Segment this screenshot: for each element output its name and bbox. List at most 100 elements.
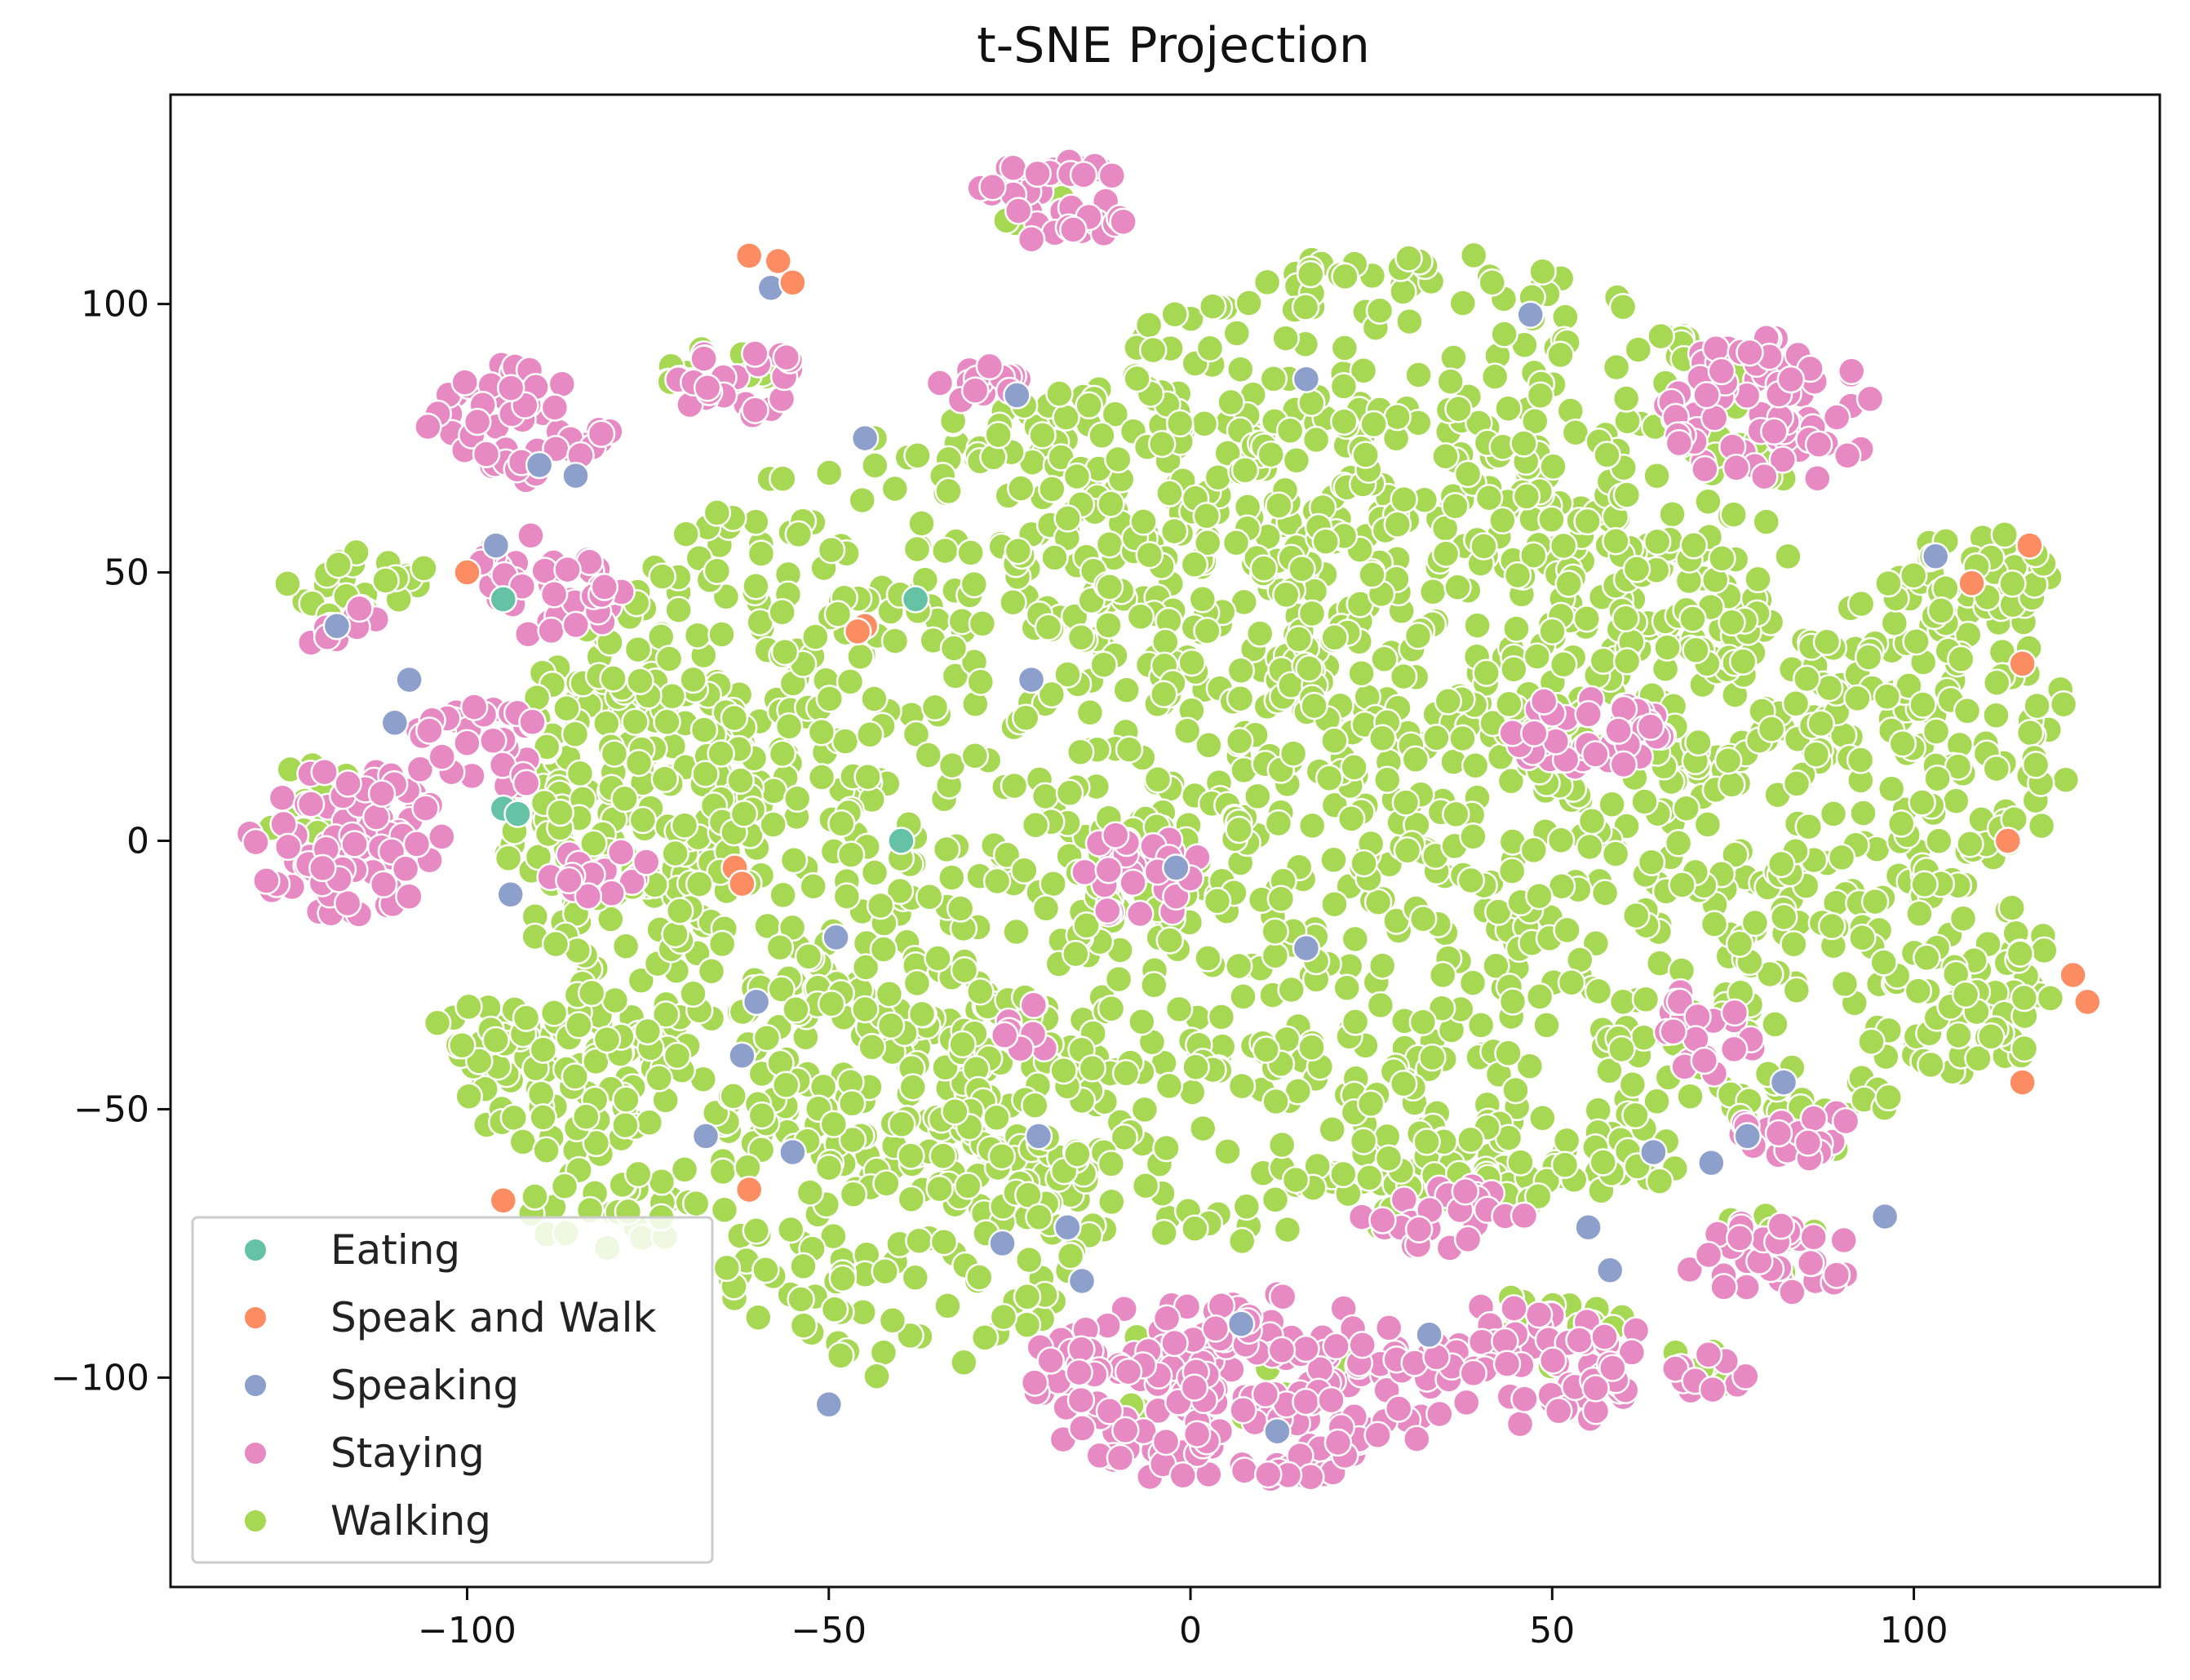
point-walking	[1151, 627, 1180, 656]
point-staying	[1768, 445, 1798, 474]
point-walking	[1066, 738, 1095, 766]
point-walking	[1189, 1114, 1217, 1143]
point-staying	[391, 854, 420, 884]
point-staying	[1390, 1186, 1419, 1214]
point-staying	[561, 610, 591, 640]
point-walking	[1227, 1071, 1257, 1101]
point-walking	[970, 1323, 1000, 1352]
point-staying	[1267, 1336, 1297, 1365]
point-walking	[839, 1180, 868, 1208]
point-walking	[1443, 573, 1472, 601]
point-walking	[1923, 764, 1952, 793]
point-staying	[1524, 1300, 1554, 1329]
point-walking	[1366, 991, 1395, 1020]
point-staying	[1020, 1368, 1049, 1397]
point-staying	[516, 521, 545, 550]
point-staying	[1750, 462, 1779, 491]
point-staying	[1111, 1416, 1140, 1445]
point-speaking	[1017, 665, 1046, 694]
point-walking	[670, 811, 699, 840]
point-walking	[1330, 334, 1359, 362]
point-walking	[1624, 335, 1653, 364]
point-walking	[1459, 241, 1488, 270]
point-walking	[1277, 975, 1306, 1004]
point-staying	[540, 393, 570, 422]
point-walking	[1552, 1126, 1581, 1155]
point-speak-and-walk	[734, 242, 764, 270]
point-walking	[1512, 482, 1541, 511]
point-walking	[1391, 788, 1421, 817]
point-walking	[1917, 1050, 1945, 1079]
point-speaking	[814, 1390, 844, 1419]
point-walking	[888, 1110, 916, 1139]
point-walking	[1155, 1071, 1184, 1101]
y-axis: −100 −50 0 50 100	[51, 284, 171, 1399]
point-walking	[1500, 655, 1528, 684]
point-walking	[1034, 613, 1063, 641]
point-walking	[1227, 1226, 1257, 1256]
point-walking	[1684, 728, 1713, 757]
point-walking	[866, 891, 895, 920]
point-speaking	[850, 423, 880, 453]
x-tick-label: 100	[1880, 1610, 1948, 1651]
point-walking	[907, 509, 936, 538]
point-walking	[1226, 656, 1256, 685]
point-walking	[1356, 1089, 1385, 1119]
point-staying	[975, 352, 1004, 381]
point-walking	[1275, 416, 1305, 445]
point-speaking	[1003, 381, 1031, 410]
point-walking	[661, 920, 689, 949]
point-staying	[1565, 1326, 1594, 1354]
point-walking	[1056, 1242, 1085, 1270]
point-staying	[1617, 1338, 1647, 1367]
point-speak-and-walk	[843, 617, 872, 646]
point-staying	[606, 838, 636, 867]
point-walking	[1341, 1008, 1370, 1036]
point-walking	[623, 1159, 653, 1189]
x-tick-label: −50	[791, 1610, 867, 1651]
point-walking	[1252, 1035, 1280, 1064]
point-walking	[691, 760, 720, 788]
point-walking	[1180, 550, 1209, 579]
point-walking	[858, 1033, 886, 1062]
point-walking	[817, 989, 846, 1018]
point-walking	[1434, 687, 1463, 716]
point-walking	[989, 1302, 1018, 1332]
point-walking	[1506, 1148, 1535, 1177]
point-walking	[1374, 1144, 1403, 1172]
point-staying	[1855, 384, 1885, 414]
point-walking	[1160, 299, 1189, 329]
point-speak-and-walk	[778, 268, 807, 297]
point-walking	[1332, 973, 1361, 1003]
point-walking	[1956, 830, 1984, 858]
point-walking	[1028, 421, 1057, 450]
point-staying	[1101, 821, 1130, 849]
point-walking	[1700, 910, 1729, 938]
point-staying	[1581, 1374, 1610, 1403]
point-walking	[929, 1141, 957, 1171]
point-walking	[592, 1025, 622, 1054]
point-staying	[1822, 403, 1851, 432]
point-walking	[1682, 636, 1710, 665]
point-walking	[880, 627, 910, 655]
point-walking	[1135, 540, 1164, 570]
point-walking	[1873, 682, 1902, 711]
point-walking	[1902, 627, 1931, 656]
point-walking	[872, 1169, 901, 1198]
point-staying	[1736, 338, 1764, 367]
point-staying	[369, 870, 398, 899]
point-walking	[931, 536, 960, 565]
point-walking	[1846, 746, 1875, 774]
point-walking	[1478, 268, 1506, 297]
point-staying	[1767, 1212, 1796, 1240]
point-walking	[494, 844, 523, 873]
point-walking	[611, 932, 641, 960]
point-walking	[1546, 340, 1575, 370]
point-walking	[1982, 668, 2011, 697]
point-walking	[1072, 911, 1101, 940]
point-walking	[454, 992, 483, 1022]
point-walking	[1261, 1087, 1290, 1116]
point-walking	[1320, 726, 1349, 756]
point-walking	[1537, 505, 1566, 534]
